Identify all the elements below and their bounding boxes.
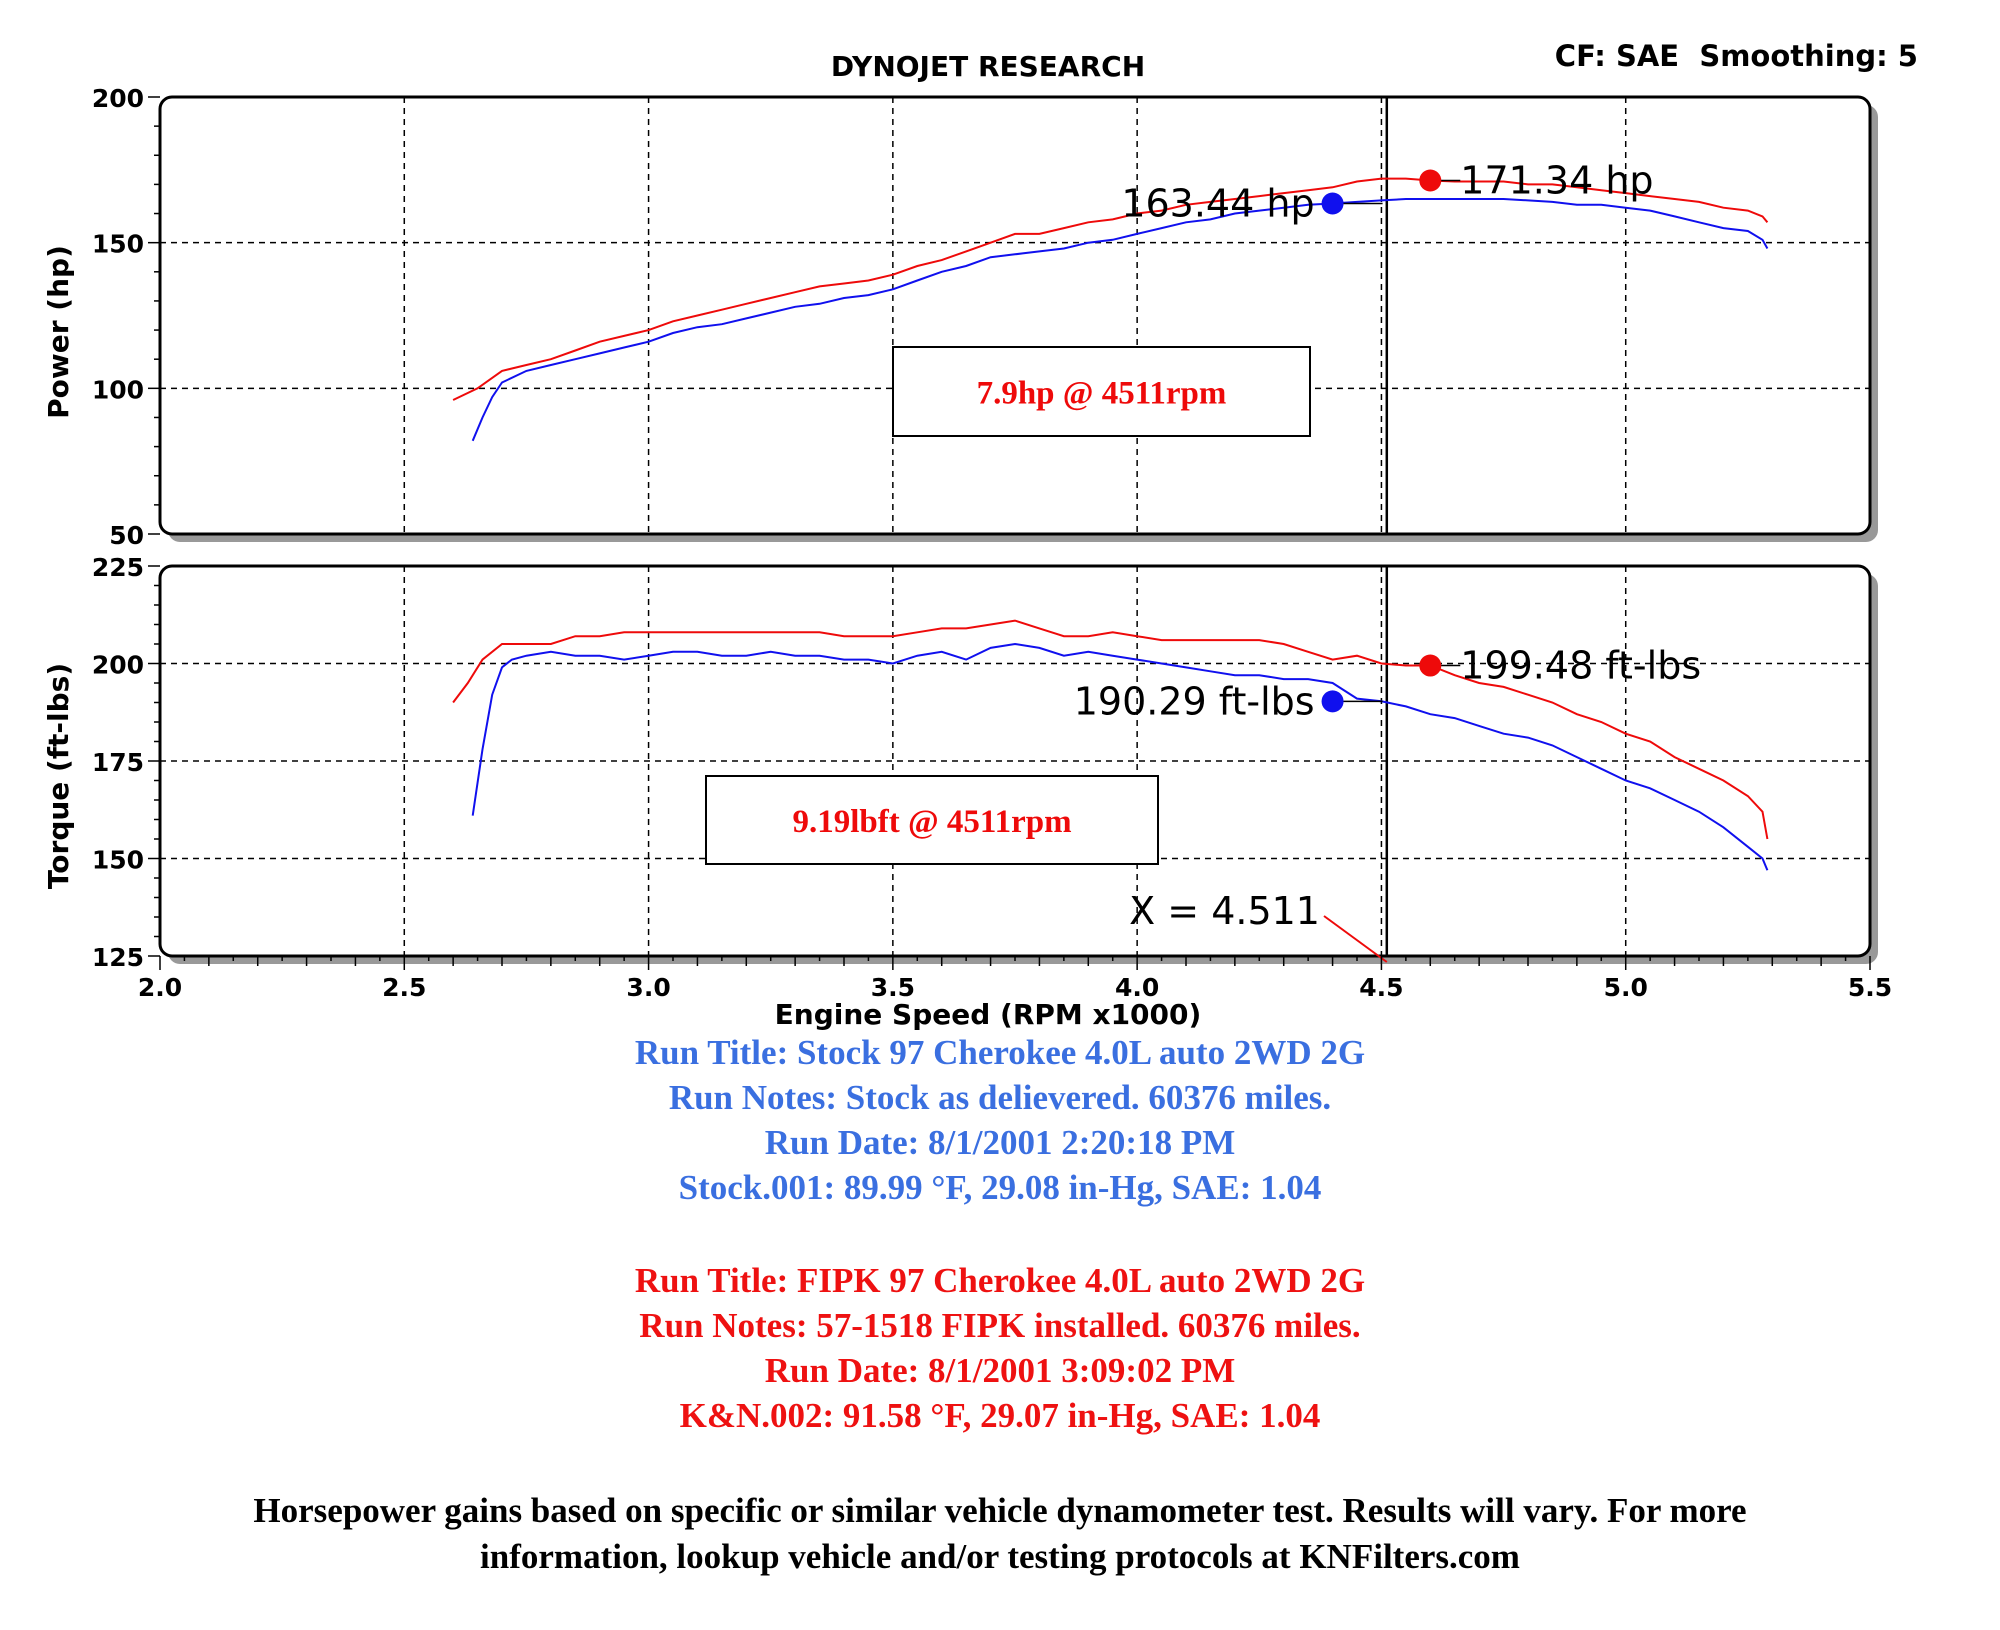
- chart-title: DYNOJET RESEARCH: [831, 50, 1145, 83]
- torque-y-tick-label: 225: [92, 553, 144, 582]
- x-tick-label: 5.5: [1848, 973, 1892, 1002]
- x-tick-label: 5.0: [1604, 973, 1648, 1002]
- x-tick-label: 2.5: [382, 973, 426, 1002]
- fipk-run-date: Run Date: 8/1/2001 3:09:02 PM: [764, 1351, 1236, 1390]
- chart-settings: CF: SAE Smoothing: 5: [1555, 39, 1918, 73]
- x-tick-label: 3.0: [626, 973, 670, 1002]
- power-y-axis-label: Power (hp): [42, 245, 75, 419]
- torque-y-tick-label: 175: [92, 748, 144, 777]
- torque-marker-fipk: [1419, 654, 1442, 677]
- torque-marker-label-stock: 190.29 ft-lbs: [1074, 679, 1315, 723]
- power-gain-text: 7.9hp @ 4511rpm: [977, 376, 1227, 412]
- torque-series-fipk: [452, 619, 1769, 840]
- torque-series-stock: [471, 642, 1769, 871]
- power-frame: [158, 95, 1872, 536]
- power-marker-label-stock: 163.44 hp: [1121, 182, 1314, 226]
- torque-marker-label-fipk: 199.48 ft-lbs: [1460, 644, 1701, 688]
- power-y-tick-label: 200: [92, 84, 144, 113]
- torque-y-tick-label: 125: [92, 943, 144, 972]
- power-marker-label-fipk: 171.34 hp: [1460, 158, 1653, 202]
- power-y-tick-label: 50: [109, 521, 144, 550]
- torque-y-axis-label: Torque (ft-lbs): [42, 663, 75, 889]
- x-axis-label: Engine Speed (RPM x1000): [775, 998, 1202, 1031]
- disclaimer-line-2: information, lookup vehicle and/or testi…: [480, 1537, 1520, 1576]
- power-y-tick-label: 150: [92, 230, 144, 259]
- power-marker-stock: [1321, 192, 1344, 215]
- torque-gain-box: [705, 775, 1159, 865]
- x-tick-label: 3.5: [871, 973, 915, 1002]
- torque-y-tick-label: 150: [92, 846, 144, 875]
- cursor-value-label: X = 4.511: [1129, 889, 1320, 933]
- cursor-label-pointer: [1323, 915, 1388, 963]
- stock-run-conditions: Stock.001: 89.99 °F, 29.08 in-Hg, SAE: 1…: [678, 1168, 1322, 1207]
- fipk-run-title: Run Title: FIPK 97 Cherokee 4.0L auto 2W…: [634, 1261, 1366, 1300]
- stock-run-notes-text: Run Notes: Stock as delievered. 60376 mi…: [668, 1078, 1332, 1117]
- fipk-run-conditions: K&N.002: 91.58 °F, 29.07 in-Hg, SAE: 1.0…: [679, 1396, 1321, 1435]
- fipk-run-notes-text: Run Notes: 57-1518 FIPK installed. 60376…: [639, 1306, 1361, 1345]
- torque-panel: 125 150 175 200 225 190.29 ft-lbs 199.48 ft-lb…: [92, 553, 1878, 972]
- power-y-tick-label: 100: [92, 375, 144, 404]
- fipk-run-notes: Run Title: FIPK 97 Cherokee 4.0L auto 2W…: [0, 1258, 2000, 1438]
- power-gain-box: [892, 346, 1311, 437]
- stock-run-notes: Run Title: Stock 97 Cherokee 4.0L auto 2…: [0, 1030, 2000, 1210]
- torque-y-tick-label: 200: [92, 651, 144, 680]
- power-marker-fipk: [1419, 169, 1442, 192]
- x-axis: 2.0 2.5 3.0 3.5 4.0 4.5 5.0 5.5: [138, 956, 1892, 1002]
- disclaimer: Horsepower gains based on specific or si…: [0, 1488, 2000, 1580]
- torque-gain-text: 9.19lbft @ 4511rpm: [792, 804, 1071, 840]
- power-series-fipk: [452, 177, 1769, 401]
- x-tick-label: 4.5: [1359, 973, 1403, 1002]
- stock-run-date: Run Date: 8/1/2001 2:20:18 PM: [764, 1123, 1236, 1162]
- x-tick-label: 4.0: [1115, 973, 1159, 1002]
- torque-marker-stock: [1321, 690, 1344, 713]
- stock-run-title: Run Title: Stock 97 Cherokee 4.0L auto 2…: [634, 1033, 1366, 1072]
- power-series-stock: [471, 198, 1769, 442]
- x-tick-label: 2.0: [138, 973, 182, 1002]
- disclaimer-line-1: Horsepower gains based on specific or si…: [253, 1491, 1747, 1530]
- power-panel: 50 100 150 200 163.44 hp 171.34 hp 7.9hp @ 451…: [92, 84, 1878, 550]
